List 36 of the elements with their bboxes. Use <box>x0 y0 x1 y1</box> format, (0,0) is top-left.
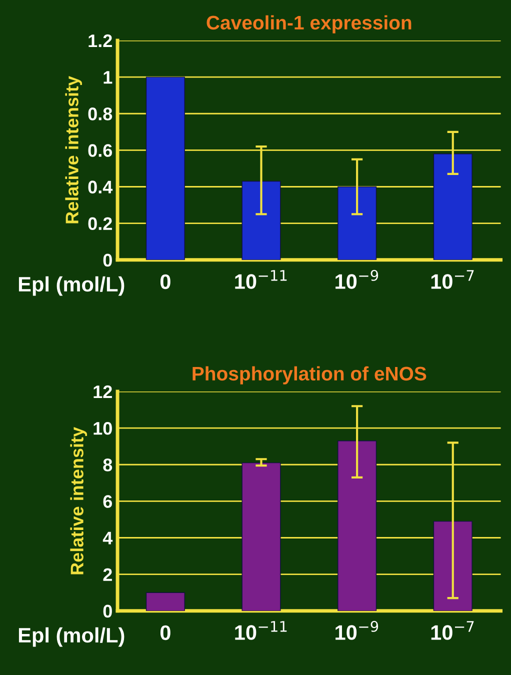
bar <box>242 180 281 260</box>
x-tick-label: 10$^{−7}$ <box>431 270 474 289</box>
bar <box>338 440 377 611</box>
y-tick-label: 0 <box>103 604 112 618</box>
y-tick-label: 6 <box>103 495 112 508</box>
y-tick-label: 4 <box>102 532 113 544</box>
x-axis-title: Epl (mol/L) <box>18 276 124 296</box>
x-tick-label: 10$^{−9}$ <box>336 270 378 289</box>
x-tick-label: 10$^{−11}$ <box>235 621 287 640</box>
y-tick-label: 12 <box>94 385 112 398</box>
x-axis-title: Epl (mol/L) <box>18 627 124 647</box>
y-tick-label: 8 <box>103 458 112 472</box>
x-tick-label: 10$^{−11}$ <box>235 270 287 289</box>
y-axis-title: Relative intensity <box>70 427 88 574</box>
y-tick-label: 1.2 <box>88 34 112 48</box>
y-tick-label: 1 <box>104 71 112 84</box>
y-tick-label: 0 <box>103 254 112 267</box>
bar <box>146 592 185 611</box>
x-tick-label: 0 <box>160 625 170 640</box>
y-tick-label: 0.2 <box>88 217 112 230</box>
bar <box>433 520 472 611</box>
bar <box>146 76 185 260</box>
bar <box>242 462 281 611</box>
chart-title: Phosphorylation of eNOS <box>192 366 426 384</box>
x-tick-label: 10$^{−7}$ <box>431 621 474 640</box>
y-tick-label: 0.6 <box>88 144 112 157</box>
y-tick-label: 0.4 <box>88 180 113 194</box>
y-tick-label: 0.8 <box>88 108 112 120</box>
x-tick-label: 10$^{−9}$ <box>336 620 378 640</box>
bar <box>433 153 472 260</box>
y-tick-label: 10 <box>94 422 112 435</box>
y-axis-title: Relative intensity <box>65 76 82 224</box>
bar <box>338 186 377 260</box>
y-tick-label: 2 <box>103 568 112 581</box>
x-tick-label: 0 <box>160 274 170 290</box>
chart-title: Caveolin-1 expression <box>206 15 412 34</box>
